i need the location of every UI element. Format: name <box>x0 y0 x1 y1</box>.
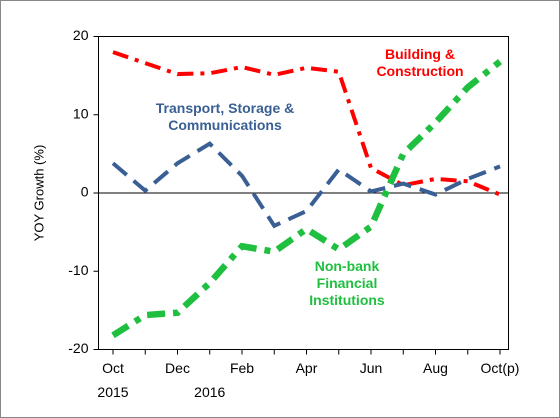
y-tick-label: 0 <box>81 184 89 200</box>
x-tick-label: Dec <box>165 360 190 376</box>
x-tick-label: Oct(p) <box>481 360 520 376</box>
x-tick-label: Aug <box>423 360 448 376</box>
y-tick-label: -10 <box>68 262 88 278</box>
series-label: Building & Construction <box>376 46 464 79</box>
x-tick-label: Jun <box>360 360 383 376</box>
y-axis-label: YOY Growth (%) <box>31 145 46 242</box>
x-tick-label: Feb <box>230 360 254 376</box>
series-line <box>111 141 501 229</box>
x-year-label: 2016 <box>194 384 225 400</box>
series-label: Transport, Storage & Communications <box>155 100 295 133</box>
x-year-label: 2015 <box>97 384 128 400</box>
series-label: Non-bank Financial Institutions <box>309 258 385 308</box>
y-tick-label: -20 <box>68 340 88 356</box>
series-line <box>111 59 503 339</box>
x-tick-label: Oct <box>102 360 124 376</box>
x-tick-label: Apr <box>296 360 318 376</box>
series-line <box>112 50 501 197</box>
y-tick-label: 20 <box>73 27 89 43</box>
y-tick-label: 10 <box>73 105 89 121</box>
